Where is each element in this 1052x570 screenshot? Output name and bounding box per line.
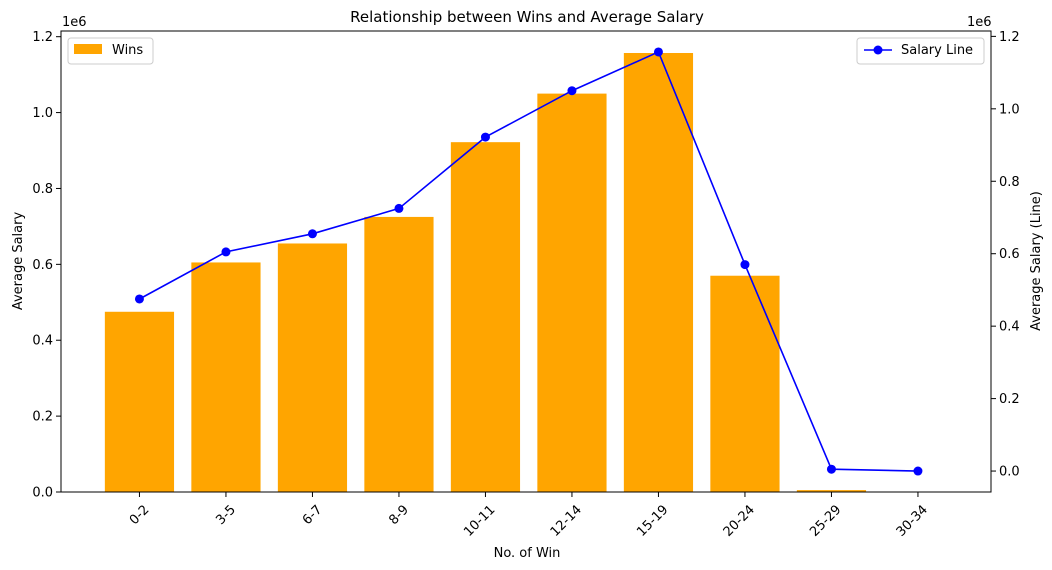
legend-wins: Wins bbox=[67, 37, 154, 65]
salary-line-point-20-24 bbox=[740, 260, 750, 270]
x-tick-label-6-7: 6-7 bbox=[300, 502, 326, 528]
chart-title: Relationship between Wins and Average Sa… bbox=[350, 8, 704, 26]
x-axis-label: No. of Win bbox=[494, 546, 561, 561]
y-tick-label-left-2: 0.4 bbox=[32, 334, 53, 349]
x-tick-label-3-5: 3-5 bbox=[213, 502, 239, 528]
salary-line-point-30-34 bbox=[913, 466, 923, 476]
plot-frame bbox=[60, 30, 992, 493]
x-tick-label-25-29: 25-29 bbox=[807, 502, 844, 539]
salary-line bbox=[139, 50, 918, 472]
y-axis-label-right: Average Salary (Line) bbox=[1029, 191, 1044, 331]
bar-10-11 bbox=[450, 142, 521, 492]
salary-line-point-3-5 bbox=[221, 247, 231, 257]
salary-line-point-6-7 bbox=[307, 229, 317, 239]
y-tick-label-right-4: 0.8 bbox=[999, 175, 1020, 190]
x-tick-label-12-14: 12-14 bbox=[548, 502, 585, 539]
y-tick-label-right-3: 0.6 bbox=[999, 247, 1020, 262]
salary-line-point-12-14 bbox=[567, 86, 577, 96]
y-tick-label-right-6: 1.2 bbox=[999, 30, 1020, 45]
legend-salary-line-marker bbox=[873, 45, 883, 55]
salary-line-point-0-2 bbox=[134, 294, 144, 304]
salary-line-point-10-11 bbox=[480, 132, 490, 142]
x-tick-label-10-11: 10-11 bbox=[461, 502, 498, 539]
y-tick-label-right-1: 0.2 bbox=[999, 392, 1020, 407]
y-tick-label-left-3: 0.6 bbox=[32, 258, 53, 273]
bar-12-14 bbox=[537, 93, 607, 493]
legend-salary-line: Salary Line bbox=[856, 37, 985, 65]
x-tick-label-15-19: 15-19 bbox=[634, 502, 671, 539]
x-tick-label-8-9: 8-9 bbox=[386, 502, 412, 528]
bar-25-29 bbox=[796, 490, 867, 492]
y-tick-label-right-5: 1.0 bbox=[999, 102, 1020, 117]
salary-line-point-15-19 bbox=[653, 47, 663, 57]
y-tick-label-left-5: 1.0 bbox=[32, 106, 53, 121]
y-axis-label-left: Average Salary bbox=[11, 212, 26, 311]
bar-15-19 bbox=[623, 53, 694, 492]
bar-20-24 bbox=[710, 275, 780, 492]
y-tick-label-left-1: 0.2 bbox=[32, 410, 53, 425]
plot-area: 0.0 0.2 0.4 0.6 0.8 1.0 1.2 0.0 0.2 0.4 0.6 0.8 1.0 1… bbox=[32, 30, 1019, 540]
y-tick-label-right-0: 0.0 bbox=[999, 465, 1020, 480]
y-tick-label-right-2: 0.4 bbox=[999, 320, 1020, 335]
offset-text-right: 1e6 bbox=[967, 15, 992, 30]
offset-text-left: 1e6 bbox=[62, 15, 87, 30]
bar-3-5 bbox=[191, 262, 261, 492]
bar-0-2 bbox=[104, 311, 175, 492]
bar-8-9 bbox=[364, 216, 434, 492]
x-tick-label-0-2: 0-2 bbox=[127, 502, 153, 528]
y-tick-label-left-0: 0.0 bbox=[32, 486, 53, 501]
x-tick-label-20-24: 20-24 bbox=[721, 502, 758, 539]
legend-wins-swatch bbox=[74, 44, 102, 54]
salary-line-point-8-9 bbox=[394, 203, 404, 213]
x-tick-label-30-34: 30-34 bbox=[894, 502, 931, 539]
salary-line-point-25-29 bbox=[826, 464, 836, 474]
bar-6-7 bbox=[277, 243, 348, 492]
y-tick-label-left-6: 1.2 bbox=[32, 30, 53, 45]
y-tick-label-left-4: 0.8 bbox=[32, 182, 53, 197]
legend-wins-label: Wins bbox=[112, 43, 143, 58]
legend-salary-line-label: Salary Line bbox=[901, 43, 973, 58]
